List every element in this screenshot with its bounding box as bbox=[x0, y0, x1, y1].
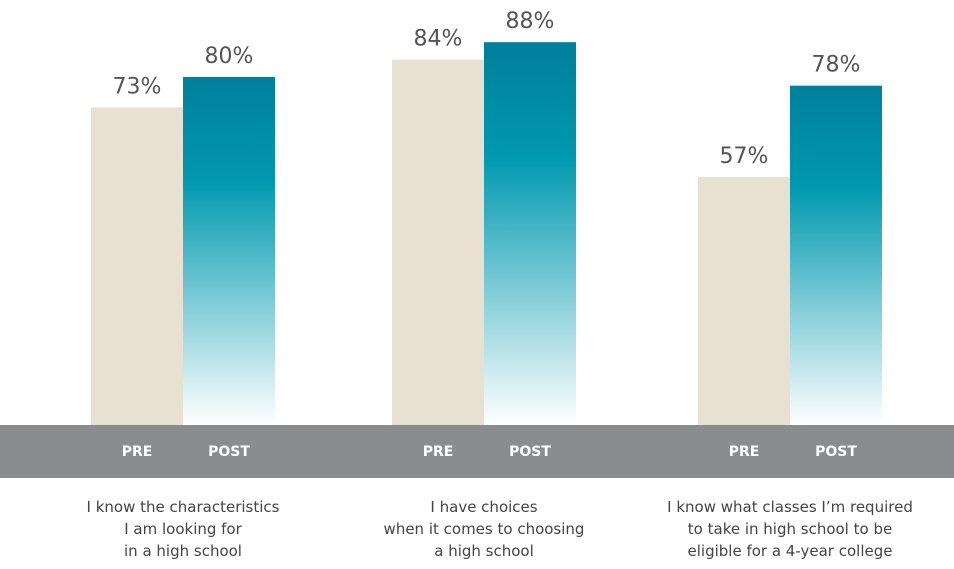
x-tick-label-line: a high school bbox=[434, 542, 534, 560]
x-tick-label-line: I am looking for bbox=[124, 520, 242, 538]
value-label: 80% bbox=[205, 44, 254, 69]
legend-label: POST bbox=[509, 444, 551, 460]
legend-label: PRE bbox=[729, 444, 760, 460]
bar bbox=[790, 85, 882, 425]
value-label: 78% bbox=[812, 53, 861, 78]
bar bbox=[698, 177, 790, 425]
value-label: 84% bbox=[414, 27, 463, 52]
bar bbox=[484, 42, 576, 425]
x-tick-label-line: I know the characteristics bbox=[87, 498, 280, 516]
bar bbox=[183, 77, 275, 425]
value-label: 73% bbox=[113, 74, 162, 99]
x-tick-label: I have choices when it comes to choosing a… bbox=[384, 498, 585, 560]
value-label: 57% bbox=[720, 144, 769, 169]
x-tick-label-line: to take in high school to be bbox=[688, 520, 892, 538]
legend-label: PRE bbox=[122, 444, 153, 460]
x-tick-label-line: when it comes to choosing bbox=[384, 520, 585, 538]
x-tick-label: I know the characteristics I am looking f… bbox=[87, 498, 280, 560]
category-band bbox=[0, 425, 954, 478]
bar bbox=[91, 107, 183, 425]
x-tick-label-line: eligible for a 4-year college bbox=[688, 542, 893, 560]
legend-label: PRE bbox=[423, 444, 454, 460]
x-tick-label: I know what classes I’m required to take … bbox=[667, 498, 913, 560]
bar bbox=[392, 59, 484, 425]
x-tick-label-line: in a high school bbox=[124, 542, 242, 560]
value-label: 88% bbox=[506, 9, 555, 34]
x-tick-label-line: I have choices bbox=[430, 498, 537, 516]
x-tick-label-line: I know what classes I’m required bbox=[667, 498, 913, 516]
legend-label: POST bbox=[815, 444, 857, 460]
legend-label: POST bbox=[208, 444, 250, 460]
